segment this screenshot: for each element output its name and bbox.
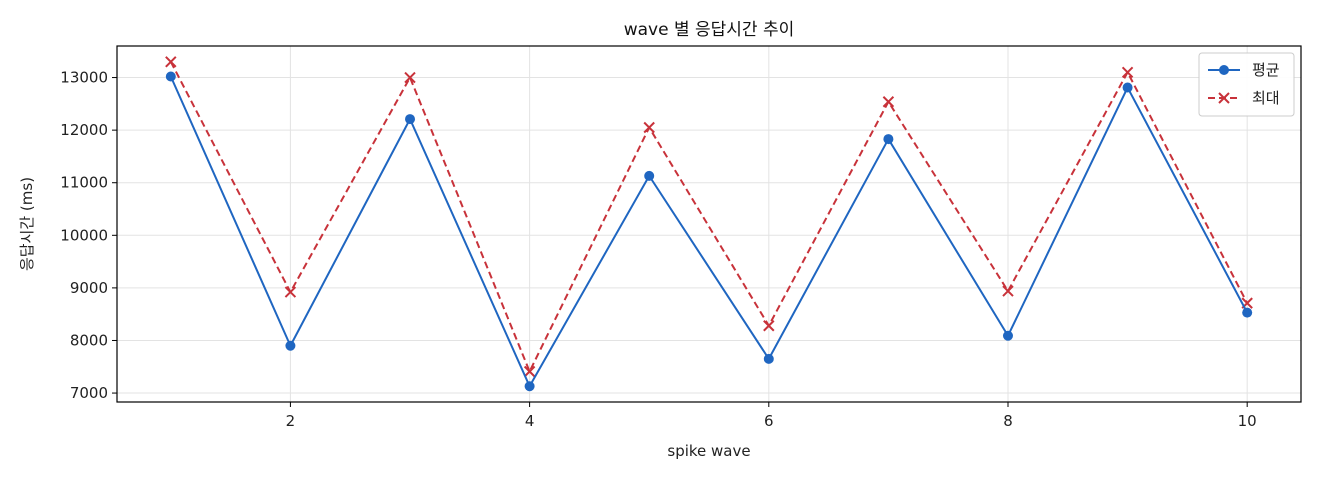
x-tick-label: 4 xyxy=(525,412,535,430)
data-point xyxy=(165,56,177,68)
x-tick-label: 10 xyxy=(1238,412,1257,430)
data-point xyxy=(284,286,297,298)
data-point xyxy=(523,365,536,378)
data-point xyxy=(285,340,296,351)
y-tick-label: 9000 xyxy=(70,279,108,297)
series-line xyxy=(169,76,1249,388)
series-2 xyxy=(165,56,1253,378)
data-point xyxy=(524,381,535,392)
data-point xyxy=(1121,66,1134,78)
y-axis-label: 응답시간 (ms) xyxy=(18,177,36,271)
series-1 xyxy=(165,71,1253,392)
x-tick-label: 2 xyxy=(286,412,296,430)
data-point xyxy=(165,71,176,82)
data-point xyxy=(405,114,416,125)
legend-box xyxy=(1198,52,1295,117)
y-tick-label: 11000 xyxy=(60,174,108,192)
plot-area-frame xyxy=(116,45,1302,403)
y-tick-label: 12000 xyxy=(60,121,108,139)
data-point xyxy=(882,96,895,108)
data-point xyxy=(1122,82,1133,93)
data-point xyxy=(763,320,775,332)
grid xyxy=(117,46,1301,402)
data-point xyxy=(1002,285,1014,297)
data-point xyxy=(1242,307,1253,318)
data-point xyxy=(643,121,655,134)
legend-marker xyxy=(1218,92,1230,104)
x-tick-label: 8 xyxy=(1003,412,1013,430)
legend-item-1: 평균 xyxy=(1208,61,1280,79)
y-tick-label: 13000 xyxy=(60,69,108,87)
data-point xyxy=(404,71,416,84)
legend-marker xyxy=(1219,65,1229,75)
data-point xyxy=(883,134,894,145)
series-layer xyxy=(165,56,1253,392)
data-point xyxy=(644,170,655,181)
y-tick-label: 10000 xyxy=(60,226,108,244)
legend-label: 최대 xyxy=(1252,89,1280,107)
legend-item-2: 최대 xyxy=(1208,89,1280,107)
y-tick-label: 8000 xyxy=(70,331,108,349)
data-point xyxy=(1002,330,1013,341)
data-point xyxy=(763,353,774,364)
legend-label: 평균 xyxy=(1252,61,1280,79)
chart-title: wave 별 응답시간 추이 xyxy=(624,20,795,40)
y-tick-label: 7000 xyxy=(70,384,108,402)
series-line xyxy=(169,61,1249,373)
x-tick-label: 6 xyxy=(764,412,774,430)
axis-ticks: 2 4 6 8 10 7000 8000 9000 10000 11000 12000 13000 xyxy=(60,69,1256,430)
x-axis-label: spike wave xyxy=(667,442,750,460)
